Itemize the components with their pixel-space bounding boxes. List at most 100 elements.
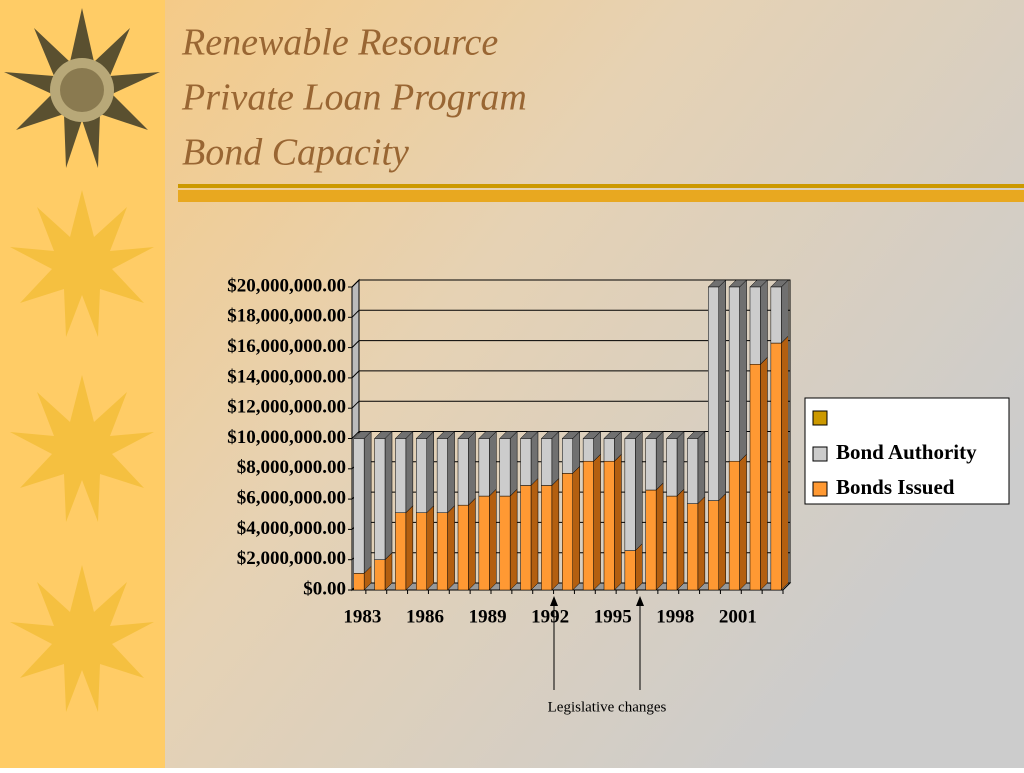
- y-tick-label: $2,000,000.00: [237, 548, 346, 569]
- y-tick-label: $20,000,000.00: [227, 275, 346, 296]
- bar-side: [426, 430, 434, 514]
- bar: [749, 286, 761, 365]
- bar-side: [447, 505, 455, 591]
- bar: [436, 512, 448, 591]
- bar: [770, 286, 782, 344]
- bar: [541, 485, 553, 591]
- grid-line: [351, 279, 790, 288]
- bar-side: [614, 453, 622, 591]
- bar-side: [489, 488, 497, 591]
- bar-side: [489, 430, 497, 497]
- bar: [645, 489, 657, 591]
- y-tick-label: $6,000,000.00: [237, 487, 346, 508]
- bar: [624, 550, 636, 591]
- bar: [416, 438, 427, 513]
- bar-side: [781, 335, 789, 591]
- legend: [804, 397, 1010, 505]
- y-tick-label: $0.00: [303, 578, 346, 599]
- bar-side: [509, 488, 518, 591]
- y-tick-label: $10,000,000.00: [227, 427, 346, 448]
- bar: [749, 364, 761, 591]
- title-line: Private Loan Program: [181, 77, 527, 119]
- title-line: Renewable Resource: [181, 22, 498, 64]
- title-line: Bond Capacity: [182, 132, 409, 174]
- bar-side: [718, 279, 726, 502]
- bar-side: [405, 505, 414, 591]
- x-tick-label: 1998: [656, 606, 694, 627]
- bar-side: [447, 430, 455, 514]
- y-tick-label: $14,000,000.00: [227, 366, 346, 387]
- bar-side: [676, 430, 685, 497]
- bar: [645, 438, 657, 491]
- bar: [603, 438, 615, 462]
- title: Renewable Resource Private Loan Program …: [181, 22, 527, 174]
- bar: [582, 438, 594, 462]
- x-tick-label: 1992: [531, 606, 569, 627]
- bar: [499, 438, 511, 497]
- grid-line: [351, 431, 790, 439]
- bar: [728, 460, 740, 591]
- bar-side: [384, 430, 393, 561]
- title-rule: [178, 184, 1024, 188]
- bar: [395, 512, 407, 591]
- bar: [478, 438, 490, 497]
- x-tick-label: 1989: [469, 606, 507, 627]
- y-tick-label: $4,000,000.00: [237, 518, 346, 539]
- x-tick-label: 2001: [719, 606, 757, 627]
- bar-side: [530, 477, 539, 591]
- bar: [478, 495, 490, 591]
- bar: [436, 438, 448, 513]
- bar-side: [405, 430, 414, 514]
- bar-side: [739, 453, 747, 591]
- bar-side: [697, 430, 706, 505]
- legend-label: Bond Authority: [836, 440, 977, 464]
- bar: [374, 438, 386, 560]
- bar-side: [697, 496, 706, 591]
- y-tick-label: $16,000,000.00: [227, 336, 346, 357]
- legend-swatch: [812, 410, 828, 426]
- bar-side: [363, 430, 372, 574]
- bar: [770, 342, 782, 591]
- bar: [374, 559, 386, 591]
- bar: [395, 438, 407, 513]
- x-tick-label: 1995: [594, 606, 632, 627]
- annotation: Legislative changes: [548, 699, 667, 715]
- bar: [520, 485, 532, 591]
- bar: [353, 573, 365, 591]
- bar-side: [760, 279, 768, 365]
- bar: [562, 438, 573, 474]
- bar-side: [572, 465, 580, 591]
- grid-line: [351, 400, 790, 409]
- grid-line: [351, 309, 790, 318]
- bar-side: [551, 430, 560, 487]
- bar: [520, 438, 532, 486]
- bar: [603, 460, 615, 591]
- bar-side: [530, 430, 539, 487]
- chart: $0.00 $2,000,000.00 $4,000,000.00 $6,000,00…: [227, 275, 792, 627]
- bar: [353, 438, 365, 574]
- bar-side: [781, 279, 789, 344]
- legend-label: Bonds Issued: [836, 475, 955, 499]
- bar-side: [760, 356, 768, 591]
- grid-line: [351, 340, 790, 348]
- bar: [687, 438, 699, 504]
- y-tick-label: $18,000,000.00: [227, 306, 346, 327]
- bar-side: [468, 430, 476, 506]
- bar-side: [468, 497, 476, 591]
- bar: [541, 438, 553, 486]
- bar-side: [426, 505, 434, 591]
- bar: [666, 495, 678, 591]
- bar-side: [551, 477, 560, 591]
- bar-side: [635, 543, 643, 591]
- bar: [708, 286, 719, 501]
- bar-side: [655, 430, 664, 491]
- arrow-head: [550, 596, 558, 606]
- bar-side: [593, 453, 601, 591]
- bar-side: [509, 430, 518, 497]
- bar-side: [718, 493, 726, 591]
- bar: [624, 438, 636, 551]
- bar-side: [676, 488, 685, 591]
- bar: [728, 286, 740, 462]
- legend-swatch: [812, 446, 828, 462]
